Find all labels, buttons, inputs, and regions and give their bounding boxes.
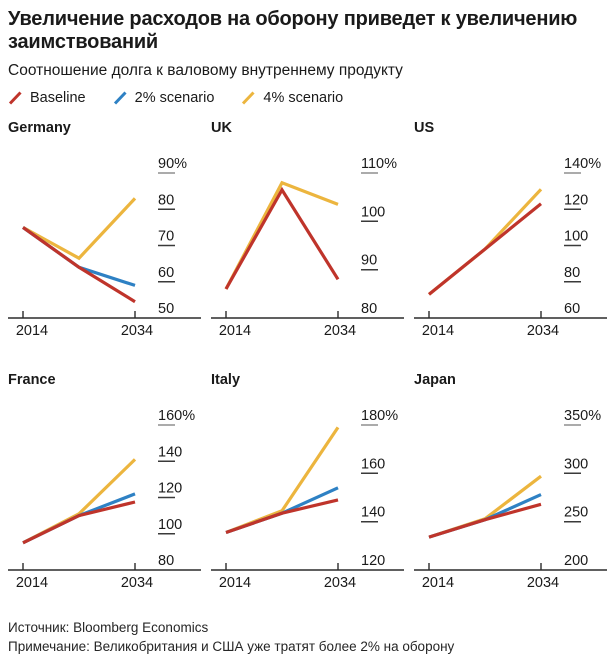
x-axis-label: 2034 (527, 323, 559, 339)
series-line-baseline (224, 186, 340, 290)
x-axis-label: 2034 (527, 575, 559, 591)
y-axis-label: 110% (361, 156, 397, 172)
y-axis-label: 100 (361, 204, 385, 220)
chart-footer: Источник: Bloomberg Economics Примечание… (8, 618, 609, 656)
series-line-4-scenario (22, 197, 137, 260)
chart-japan: 350% 300 250 200 2014 2034 (414, 408, 607, 591)
y-axis-label: 140 (158, 444, 182, 460)
page-title: Увеличение расходов на оборону приведет … (8, 8, 609, 55)
chart-panel-title: US (414, 119, 435, 136)
chart-germany: 90% 80 70 60 50 2014 2034 (8, 156, 201, 339)
legend-item-baseline: Baseline (8, 90, 86, 106)
y-axis-label: 70 (158, 228, 174, 244)
y-axis-label: 80 (158, 192, 174, 208)
chart-panel-title: France (8, 371, 56, 388)
chart-panel-japan: Japan 350% 300 250 200 2014 2034 (414, 372, 607, 592)
chart-uk: 110% 100 90 80 2014 2034 (211, 156, 404, 339)
chart-panel-france: France 160% 140 120 100 80 2014 2034 (8, 372, 201, 592)
y-axis-label: 120 (361, 553, 385, 569)
y-axis-label: 300 (564, 456, 588, 472)
series-line-baseline (427, 202, 543, 296)
y-axis-label: 100 (564, 228, 588, 244)
y-axis-label: 100 (158, 517, 182, 533)
y-axis-label: 60 (564, 301, 580, 317)
x-axis-label: 2034 (121, 323, 153, 339)
legend-item-2-scenario: 2% scenario (113, 89, 215, 106)
footnote: Примечание: Великобритания и США уже тра… (8, 638, 455, 654)
bloomberg-debt-chart-page: Увеличение расходов на оборону приведет … (8, 8, 609, 656)
line-swatch-icon (8, 91, 22, 105)
y-axis-label: 80 (361, 301, 377, 317)
y-axis-label: 120 (564, 192, 588, 208)
source-note: Источник: Bloomberg Economics (8, 619, 209, 635)
y-axis-label: 90 (361, 252, 377, 268)
x-axis-label: 2034 (121, 575, 153, 591)
series-line-baseline (225, 498, 339, 534)
y-axis-label: 50 (158, 301, 174, 317)
y-axis-label: 200 (564, 553, 588, 569)
chart-panel-germany: Germany 90% 80 70 60 50 2014 2034 (8, 120, 201, 340)
chart-us: 140% 120 100 80 60 2014 2034 (414, 156, 607, 339)
chart-panel-title: Italy (211, 371, 241, 388)
chart-italy: 180% 160 140 120 2014 2034 (211, 408, 404, 591)
series-line-baseline (428, 502, 542, 539)
legend-label: 2% scenario (134, 89, 215, 106)
y-axis-label: 60 (158, 265, 174, 281)
page-title-line1: Увеличение расходов на оборону приведет … (8, 8, 578, 30)
line-swatch-icon (242, 91, 256, 105)
y-axis-label: 180% (361, 408, 398, 424)
y-axis-label: 140 (361, 504, 385, 520)
x-axis-label: 2014 (422, 323, 454, 339)
y-axis-label: 350% (564, 408, 601, 424)
x-axis-label: 2014 (219, 323, 251, 339)
x-axis-label: 2014 (422, 575, 454, 591)
x-axis-label: 2014 (16, 323, 48, 339)
series-line-4-scenario (224, 180, 339, 290)
series-line-baseline (22, 500, 136, 545)
y-axis-label: 160% (158, 408, 195, 424)
chart-panel-title: Germany (8, 119, 71, 136)
legend-item-4-scenario: 4% scenario (241, 90, 343, 106)
y-axis-label: 250 (564, 504, 588, 520)
y-axis-label: 140% (564, 156, 601, 172)
chart-panel-us: US 140% 120 100 80 60 2014 2034 (414, 120, 607, 340)
line-swatch-icon (113, 91, 127, 105)
chart-panel-title: Japan (414, 371, 456, 388)
chart-panel-title: UK (211, 119, 232, 136)
y-axis-label: 80 (158, 553, 174, 569)
y-axis-label: 80 (564, 265, 580, 281)
legend-label: Baseline (30, 89, 86, 106)
series-line-baseline (22, 225, 136, 303)
charts-grid: Germany 90% 80 70 60 50 2014 2034 UK 110% 100 90 80 2… (8, 120, 609, 592)
page-title-line2: заимствований (8, 31, 159, 54)
chart-legend: Baseline 2% scenario 4% scenario (8, 90, 609, 106)
x-axis-label: 2034 (324, 575, 356, 591)
series-line-4-scenario (225, 426, 340, 534)
series-line-4-scenario (428, 474, 542, 539)
x-axis-label: 2014 (219, 575, 251, 591)
x-axis-label: 2014 (16, 575, 48, 591)
legend-label: 4% scenario (263, 89, 344, 106)
series-line-4-scenario (427, 187, 543, 296)
chart-panel-uk: UK 110% 100 90 80 2014 2034 (211, 120, 404, 340)
x-axis-label: 2034 (324, 323, 356, 339)
chart-subtitle: Соотношение долга к валовому внутреннему… (8, 61, 403, 79)
y-axis-label: 90% (158, 156, 187, 172)
chart-france: 160% 140 120 100 80 2014 2034 (8, 408, 201, 591)
y-axis-label: 120 (158, 480, 182, 496)
chart-panel-italy: Italy 180% 160 140 120 2014 2034 (211, 372, 404, 592)
y-axis-label: 160 (361, 456, 385, 472)
